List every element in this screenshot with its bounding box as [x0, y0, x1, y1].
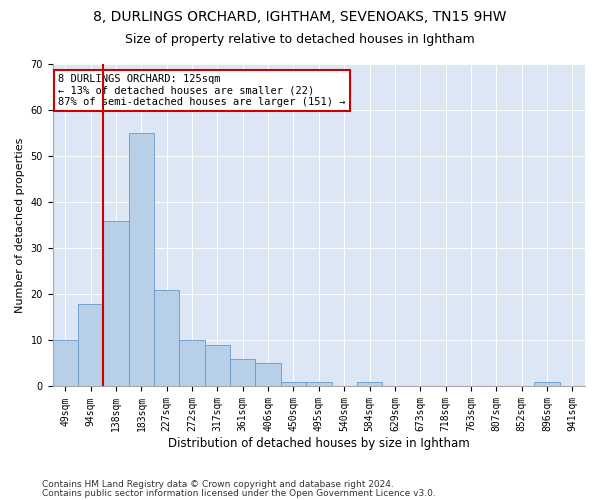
- Text: Size of property relative to detached houses in Ightham: Size of property relative to detached ho…: [125, 32, 475, 46]
- Bar: [357, 382, 382, 386]
- Y-axis label: Number of detached properties: Number of detached properties: [15, 138, 25, 313]
- Text: 8, DURLINGS ORCHARD, IGHTHAM, SEVENOAKS, TN15 9HW: 8, DURLINGS ORCHARD, IGHTHAM, SEVENOAKS,…: [93, 10, 507, 24]
- Bar: [281, 382, 306, 386]
- Text: 8 DURLINGS ORCHARD: 125sqm
← 13% of detached houses are smaller (22)
87% of semi: 8 DURLINGS ORCHARD: 125sqm ← 13% of deta…: [58, 74, 346, 107]
- X-axis label: Distribution of detached houses by size in Ightham: Distribution of detached houses by size …: [168, 437, 470, 450]
- Bar: [154, 290, 179, 386]
- Bar: [103, 220, 129, 386]
- Bar: [306, 382, 332, 386]
- Bar: [535, 382, 560, 386]
- Bar: [78, 304, 103, 386]
- Bar: [230, 359, 256, 386]
- Bar: [205, 345, 230, 387]
- Bar: [53, 340, 78, 386]
- Bar: [179, 340, 205, 386]
- Text: Contains HM Land Registry data © Crown copyright and database right 2024.: Contains HM Land Registry data © Crown c…: [42, 480, 394, 489]
- Text: Contains public sector information licensed under the Open Government Licence v3: Contains public sector information licen…: [42, 489, 436, 498]
- Bar: [256, 364, 281, 386]
- Bar: [129, 133, 154, 386]
